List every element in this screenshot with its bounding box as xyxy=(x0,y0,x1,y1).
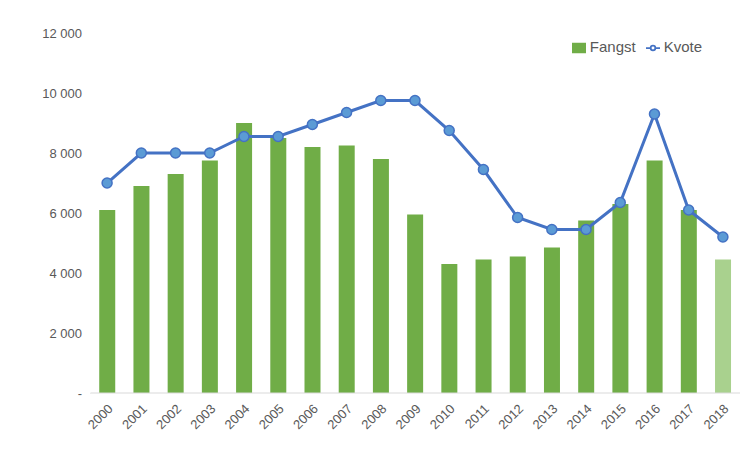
svg-text:2006: 2006 xyxy=(290,401,321,432)
svg-text:2001: 2001 xyxy=(119,401,150,432)
svg-text:4 000: 4 000 xyxy=(49,266,82,281)
svg-text:2013: 2013 xyxy=(529,401,560,432)
svg-text:6 000: 6 000 xyxy=(49,206,82,221)
svg-text:8 000: 8 000 xyxy=(49,146,82,161)
svg-text:2009: 2009 xyxy=(393,401,424,432)
svg-text:10 000: 10 000 xyxy=(42,86,82,101)
svg-text:2004: 2004 xyxy=(222,401,253,432)
svg-text:-: - xyxy=(78,386,82,401)
svg-text:2 000: 2 000 xyxy=(49,326,82,341)
svg-text:2002: 2002 xyxy=(153,401,184,432)
svg-text:2017: 2017 xyxy=(666,401,697,432)
svg-text:2014: 2014 xyxy=(564,401,595,432)
svg-text:2018: 2018 xyxy=(700,401,731,432)
svg-text:2008: 2008 xyxy=(358,401,389,432)
svg-text:2005: 2005 xyxy=(256,401,287,432)
html-text:Fangst: Fangst xyxy=(589,38,636,55)
svg-text:2016: 2016 xyxy=(632,401,663,432)
svg-text:12 000: 12 000 xyxy=(42,26,82,41)
svg-text:2010: 2010 xyxy=(427,401,458,432)
svg-text:2007: 2007 xyxy=(324,401,355,432)
html-text:Kvote: Kvote xyxy=(663,38,702,55)
svg-text:2000: 2000 xyxy=(85,401,116,432)
svg-text:2015: 2015 xyxy=(598,401,629,432)
svg-text:2003: 2003 xyxy=(187,401,218,432)
svg-text:2012: 2012 xyxy=(495,401,526,432)
svg-text:2011: 2011 xyxy=(462,401,492,431)
